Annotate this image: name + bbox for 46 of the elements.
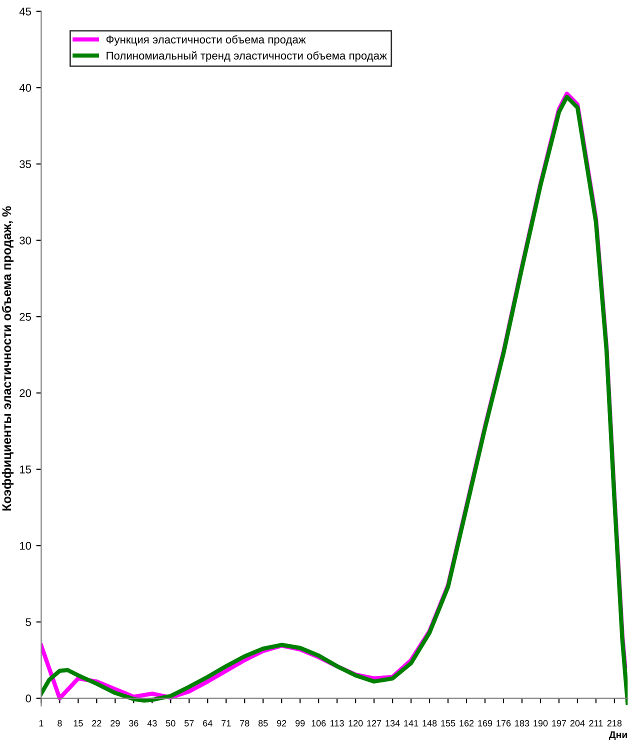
x-tick-label: 197 xyxy=(552,720,566,726)
x-tick-label: 148 xyxy=(422,720,437,726)
x-tick-label: 183 xyxy=(515,720,530,726)
legend-label: Функция эластичности объема продаж xyxy=(106,35,306,46)
x-tick-label: 176 xyxy=(496,720,511,726)
y-tick-label: 15 xyxy=(20,466,32,474)
x-tick-label: 106 xyxy=(312,720,326,726)
x-tick-label: 57 xyxy=(184,720,194,726)
x-tick-label: 162 xyxy=(460,720,474,726)
y-tick-label: 45 xyxy=(19,8,32,16)
x-tick-label: 92 xyxy=(277,720,286,726)
x-tick-label: 218 xyxy=(607,720,622,726)
x-tick-label: 204 xyxy=(570,720,585,726)
y-tick-label: 10 xyxy=(20,542,32,550)
x-tick-label: 211 xyxy=(589,720,603,726)
legend-label: Полиномиальный тренд эластичности объема продаж xyxy=(106,51,387,62)
x-tick-label: 43 xyxy=(147,720,157,726)
x-tick-label: 15 xyxy=(74,720,83,726)
x-tick-label: 169 xyxy=(478,720,492,726)
x-tick-label: 36 xyxy=(128,720,138,726)
y-tick-label: 20 xyxy=(20,389,32,398)
y-tick-label: 30 xyxy=(20,236,32,244)
x-tick-label: 29 xyxy=(110,720,120,726)
x-tick-label: 78 xyxy=(240,720,250,726)
x-tick-label: 99 xyxy=(295,720,305,726)
x-tick-label: 8 xyxy=(58,720,62,726)
x-tick-label: 22 xyxy=(92,720,102,726)
y-tick-label: 0 xyxy=(26,694,32,702)
x-tick-label: 120 xyxy=(348,720,363,726)
y-tick-label: 5 xyxy=(26,618,32,626)
x-tick-label: 141 xyxy=(404,720,418,726)
x-tick-label: 50 xyxy=(166,720,176,726)
x-tick-label: 64 xyxy=(203,720,212,726)
x-tick-label: 134 xyxy=(386,720,400,726)
x-tick-label: 85 xyxy=(258,720,268,726)
x-tick-label: 155 xyxy=(441,720,456,726)
y-tick-label: 25 xyxy=(20,312,32,321)
x-tick-label: 71 xyxy=(222,720,231,726)
x-tick-label: 1 xyxy=(39,720,44,726)
y-axis-title: Коэффициенты эластичности объема продаж, % xyxy=(2,206,14,511)
x-tick-label: 113 xyxy=(330,720,344,726)
y-tick-label: 40 xyxy=(19,84,32,92)
y-tick-label: 35 xyxy=(20,160,32,168)
x-tick-label: 190 xyxy=(534,720,548,726)
x-tick-label: 127 xyxy=(367,720,382,726)
x-axis-title: Дни xyxy=(608,731,627,740)
